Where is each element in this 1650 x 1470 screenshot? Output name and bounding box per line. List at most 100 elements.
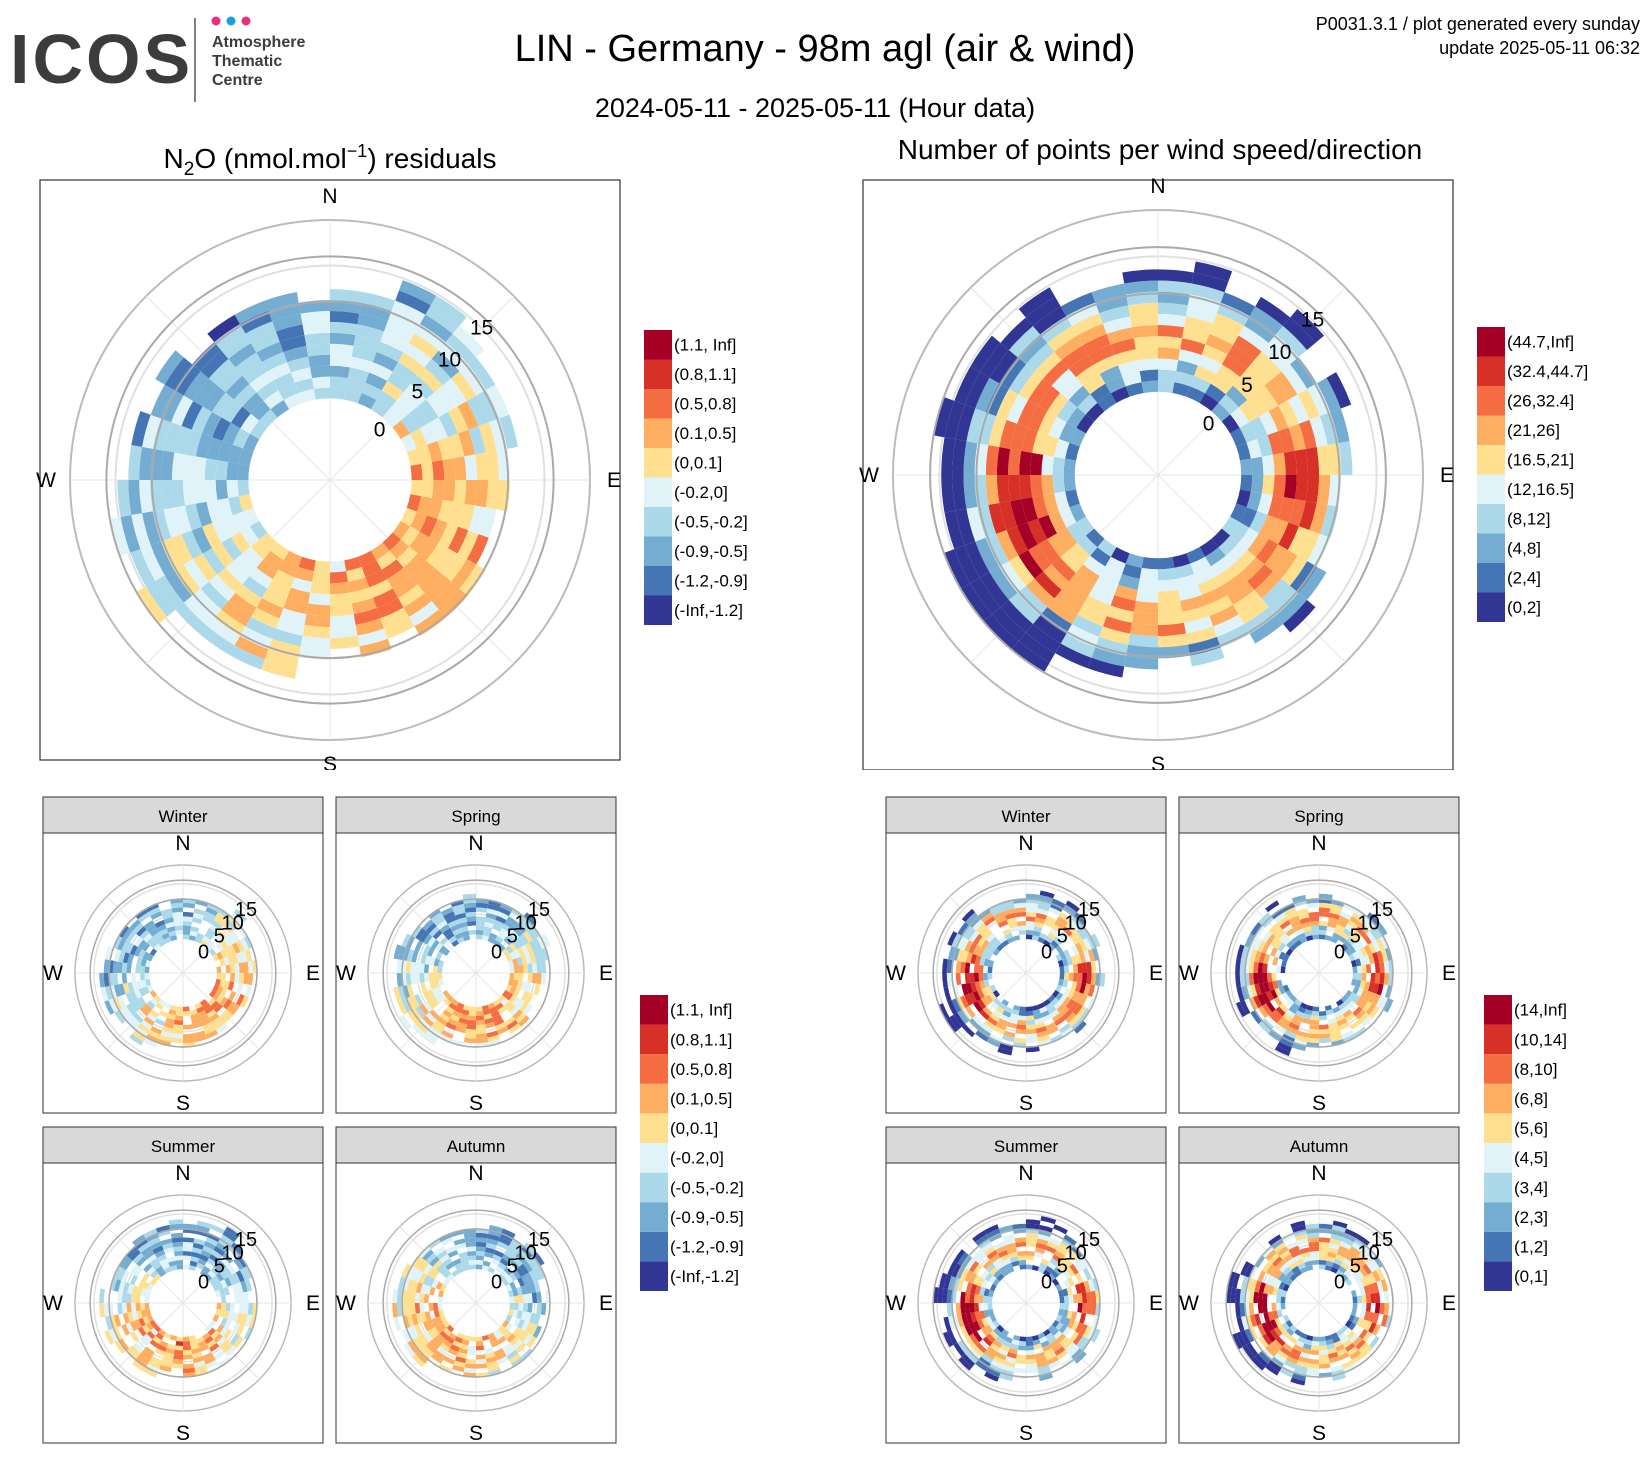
- heatmap-cell: [536, 1303, 542, 1315]
- heatmap-cell: [991, 607, 1026, 642]
- heatmap-cell: [219, 1269, 229, 1280]
- heatmap-cell: [1095, 294, 1129, 314]
- heatmap-cell: [1249, 615, 1284, 644]
- compass-w-label: W: [336, 962, 356, 985]
- radial-tick-label: 5: [214, 926, 225, 948]
- heatmap-cell: [310, 581, 330, 595]
- heatmap-cell: [1299, 1266, 1308, 1274]
- heatmap-cell: [330, 581, 350, 595]
- heatmap-cell: [458, 503, 475, 531]
- heatmap-cell: [1038, 1229, 1052, 1238]
- heatmap-cell: [536, 1265, 547, 1279]
- logo-dot-icon: [241, 16, 251, 26]
- heatmap-cell: [1232, 549, 1256, 573]
- heatmap-cell: [1272, 980, 1279, 990]
- heatmap-cell: [1344, 989, 1353, 998]
- heatmap-cell: [1005, 1356, 1017, 1364]
- heatmap-cell: [960, 1303, 966, 1315]
- heatmap-cell: [1355, 926, 1366, 937]
- heatmap-cell: [228, 343, 257, 368]
- heatmap-cell: [1052, 475, 1066, 494]
- heatmap-cell: [536, 973, 542, 985]
- heatmap-cell: [982, 929, 993, 940]
- heatmap-cell: [427, 1026, 441, 1038]
- heatmap-cell: [117, 1267, 127, 1281]
- heatmap-cell: [1328, 1026, 1340, 1034]
- heatmap-cell: [1190, 556, 1211, 575]
- heatmap-cell: [213, 1349, 226, 1360]
- heatmap-cell: [1069, 1331, 1079, 1343]
- heatmap-cell: [1000, 600, 1033, 633]
- heatmap-cell: [1280, 1296, 1286, 1303]
- heatmap-cell: [410, 1291, 416, 1303]
- heatmap-cell: [231, 1283, 239, 1294]
- heatmap-cell: [1158, 380, 1175, 394]
- heatmap-cell: [442, 948, 451, 957]
- heatmap-cell: [1218, 394, 1239, 415]
- heatmap-cell: [1067, 1319, 1075, 1330]
- heatmap-cell: [1308, 911, 1319, 918]
- heatmap-cell: [939, 1272, 948, 1289]
- heatmap-cell: [283, 345, 309, 363]
- legend-swatch: [1477, 386, 1505, 416]
- heatmap-cell: [1358, 922, 1370, 934]
- heatmap-cell: [970, 982, 978, 993]
- heatmap-cell: [1349, 933, 1359, 943]
- heatmap-cell: [447, 406, 469, 434]
- heatmap-cell: [150, 541, 175, 576]
- heatmap-cell: [468, 505, 486, 535]
- heatmap-cell: [1384, 985, 1393, 999]
- heatmap-cell: [149, 1009, 160, 1019]
- heatmap-cell: [1257, 1323, 1267, 1336]
- heatmap-cell: [228, 444, 244, 464]
- heatmap-cell: [996, 475, 1011, 503]
- heatmap-cell: [1345, 1012, 1356, 1023]
- heatmap-cell: [217, 367, 243, 393]
- heatmap-cell: [200, 1018, 212, 1027]
- heatmap-cell: [1346, 1000, 1356, 1010]
- heatmap-cell: [497, 943, 506, 952]
- heatmap-cell: [222, 1266, 233, 1277]
- heatmap-cell: [162, 912, 174, 920]
- heatmap-cell: [1021, 497, 1038, 523]
- heatmap-cell: [1297, 1006, 1306, 1014]
- heatmap-cell: [1335, 1344, 1346, 1352]
- heatmap-cell: [1184, 316, 1214, 335]
- heatmap-cell: [136, 586, 168, 624]
- heatmap-cell: [1330, 408, 1350, 444]
- heatmap-cell: [1277, 1324, 1287, 1334]
- heatmap-cell: [533, 950, 541, 963]
- heatmap-cell: [952, 1315, 961, 1329]
- heatmap-cell: [200, 626, 235, 655]
- heatmap-cell: [1296, 1030, 1309, 1038]
- heatmap-cell: [1356, 965, 1362, 973]
- heatmap-cell: [1319, 1250, 1329, 1257]
- heatmap-cell: [1036, 908, 1049, 916]
- heatmap-cell: [1379, 961, 1385, 973]
- heatmap-cell: [240, 626, 273, 650]
- heatmap-cell: [1345, 923, 1356, 934]
- heatmap-cell: [142, 1281, 150, 1290]
- radial-tick-label: 10: [1065, 1242, 1087, 1264]
- heatmap-cell: [152, 509, 172, 542]
- heatmap-cell: [964, 1292, 971, 1303]
- heatmap-cell: [964, 541, 990, 578]
- heatmap-cell: [1266, 973, 1273, 983]
- heatmap-cell: [210, 1224, 225, 1235]
- heatmap-cell: [1383, 998, 1394, 1013]
- heatmap-cell: [1319, 1354, 1329, 1360]
- heatmap-cell: [1311, 1010, 1319, 1016]
- heatmap-cell: [476, 1363, 488, 1369]
- heatmap-cell: [1009, 1343, 1019, 1350]
- heatmap-cell: [203, 911, 216, 921]
- heatmap-cell: [1342, 927, 1353, 937]
- heatmap-cell: [202, 385, 226, 412]
- heatmap-cell: [1040, 1010, 1050, 1018]
- heatmap-cell: [1068, 1345, 1080, 1357]
- heatmap-cell: [1158, 567, 1177, 581]
- heatmap-cell: [414, 993, 424, 1006]
- heatmap-cell: [430, 996, 440, 1007]
- heatmap-cell: [1372, 1312, 1380, 1324]
- heatmap-cell: [1046, 1355, 1059, 1365]
- heatmap-cell: [272, 569, 295, 588]
